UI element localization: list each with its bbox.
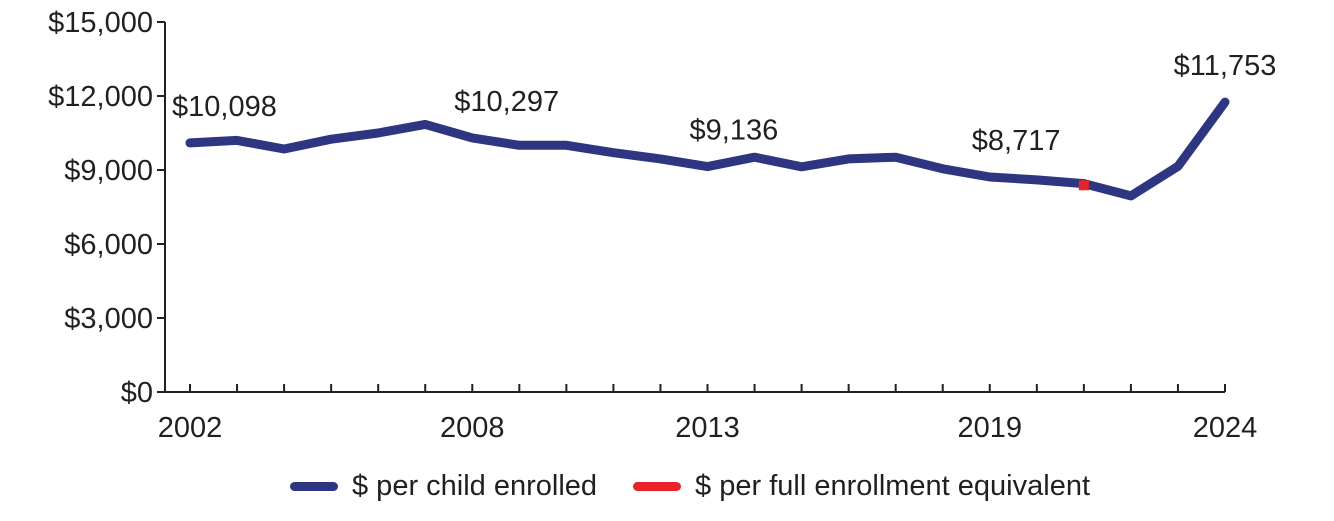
y-tick-label: $3,000 xyxy=(64,303,153,335)
x-tick-label: 2024 xyxy=(1193,412,1258,444)
data-label: $8,717 xyxy=(972,125,1061,157)
data-label: $10,098 xyxy=(172,91,277,123)
x-tick-label: 2002 xyxy=(158,412,223,444)
legend-swatch-per-child xyxy=(290,482,338,491)
x-tick-label: 2008 xyxy=(440,412,505,444)
legend: $ per child enrolled $ per full enrollme… xyxy=(290,470,1126,503)
y-tick-label: $0 xyxy=(121,377,153,409)
data-label: $11,753 xyxy=(1174,50,1277,82)
series-point-per-fee xyxy=(1078,180,1089,191)
y-tick-label: $12,000 xyxy=(48,81,153,113)
legend-swatch-per-fee xyxy=(633,482,682,491)
series-layer xyxy=(185,97,1230,201)
data-label: $10,297 xyxy=(454,86,559,118)
data-label: $9,136 xyxy=(690,115,779,147)
data-labels: $10,098 $10,297 $9,136 $8,717 $11,753 xyxy=(172,50,1276,157)
y-tick-label: $15,000 xyxy=(48,7,153,39)
legend-label-per-child: $ per child enrolled xyxy=(352,470,598,502)
legend-item-per-child: $ per child enrolled xyxy=(290,470,597,503)
y-tick-label: $6,000 xyxy=(64,229,153,261)
legend-label-per-fee: $ per full enrollment equivalent xyxy=(695,470,1091,502)
x-tick-label: 2013 xyxy=(675,412,740,444)
x-tick-label: 2019 xyxy=(958,412,1023,444)
legend-item-per-fee: $ per full enrollment equivalent xyxy=(633,470,1090,503)
axes: $0 $3,000 $6,000 $9,000 $12,000 $15,000 2002 20… xyxy=(48,7,1257,444)
y-tick-label: $9,000 xyxy=(64,155,153,187)
